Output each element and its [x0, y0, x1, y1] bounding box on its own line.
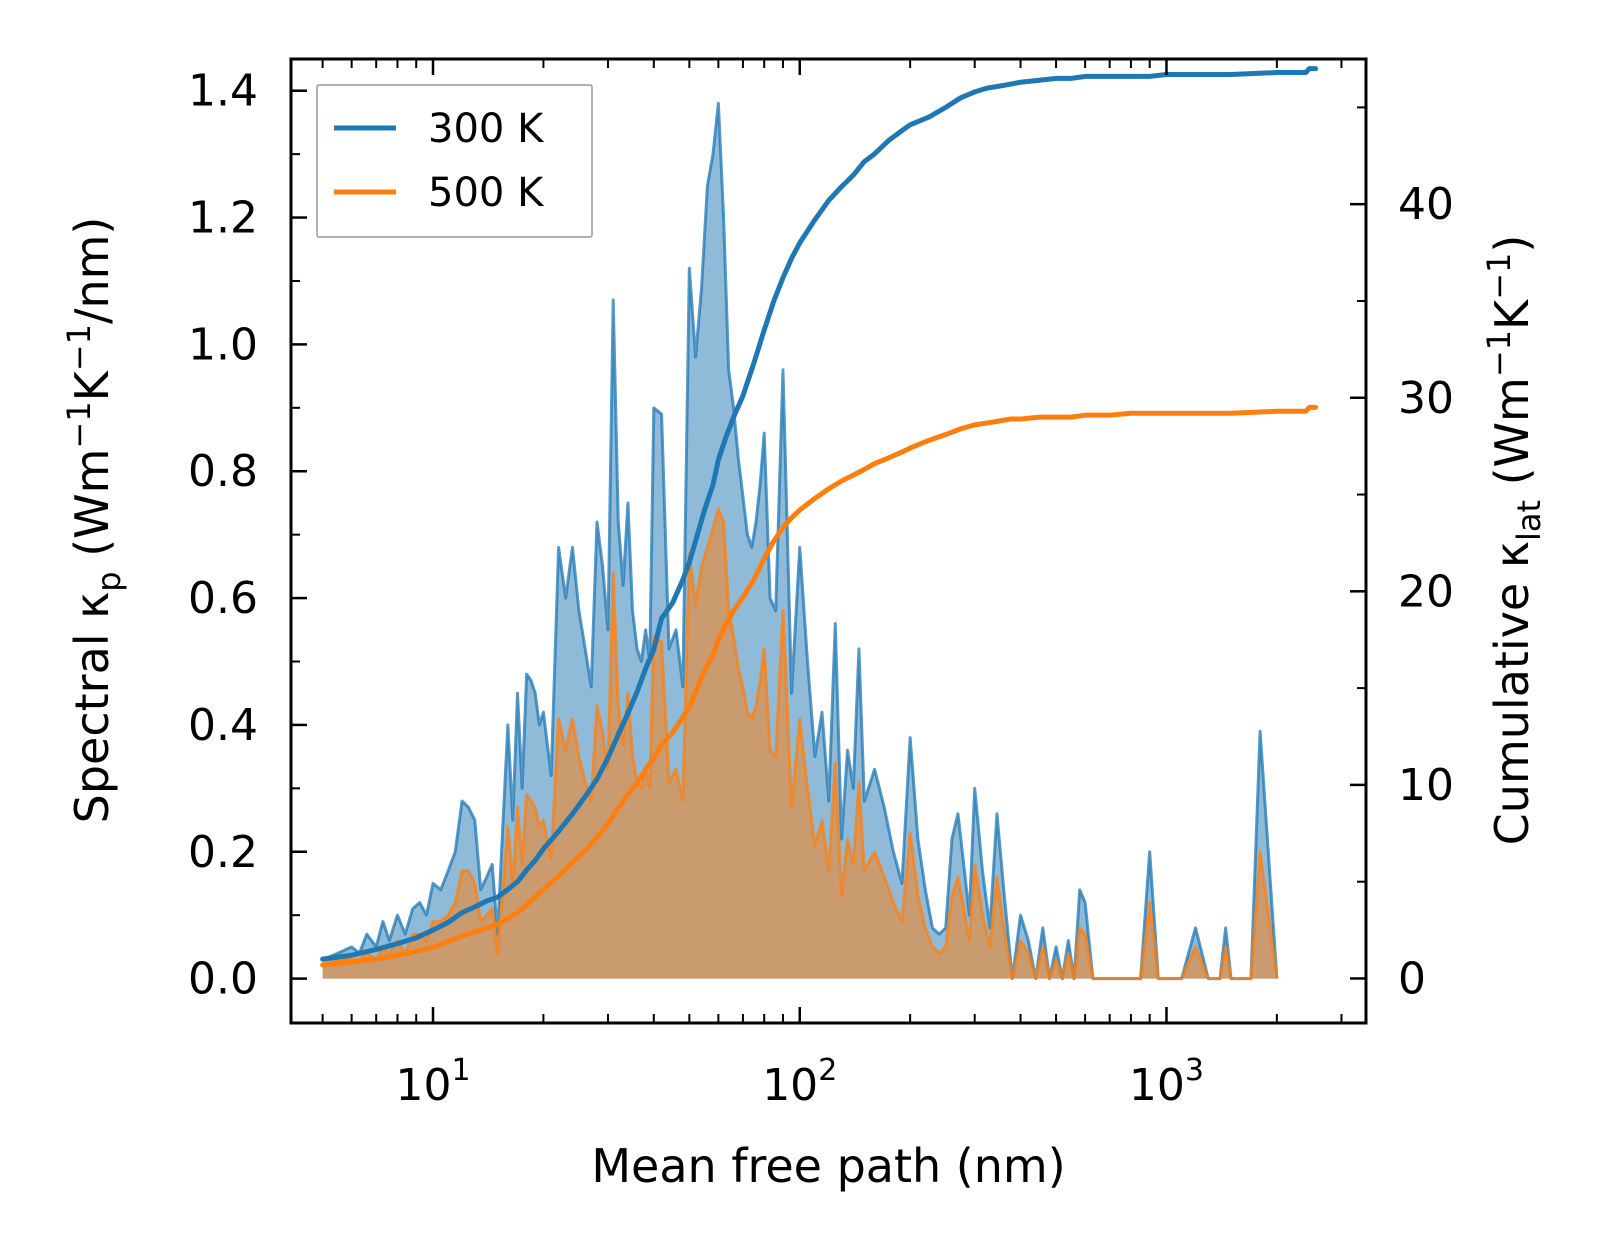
- y-right-tick-label: 20: [1398, 566, 1454, 617]
- cumulative-line-500k: [320, 404, 1319, 968]
- y-left-tick-label: 0.6: [188, 573, 258, 624]
- y-left-tick-label: 0.2: [188, 827, 258, 878]
- y-right-tick-label: 0: [1398, 953, 1426, 1004]
- x-tick-label: 101: [395, 1053, 470, 1111]
- spectral-fill-500k: [322, 509, 1277, 979]
- plot-frame: [289, 57, 1368, 1025]
- y-right-tick-label: 30: [1398, 373, 1454, 424]
- cumulative-line-300k: [320, 66, 1319, 962]
- y-left-axis-label: Spectral κp (Wm−1K−1/nm): [60, 217, 128, 824]
- y-left-tick-label: 1.4: [188, 66, 258, 117]
- x-axis-label: Mean free path (nm): [591, 1139, 1065, 1193]
- spectral-line-300k: [322, 101, 1279, 981]
- spectral-line-500k: [322, 507, 1279, 981]
- y-right-tick-label: 10: [1398, 760, 1454, 811]
- legend-label: 500 K: [428, 170, 545, 216]
- x-tick-label: 103: [1129, 1053, 1204, 1111]
- legend: 300 K 500 K: [316, 84, 593, 238]
- y-left-tick-label: 1.0: [188, 319, 258, 370]
- legend-label: 300 K: [428, 106, 545, 152]
- y-left-tick-label: 0.4: [188, 700, 258, 751]
- y-right-tick-label: 40: [1398, 179, 1454, 230]
- x-tick-label: 102: [762, 1053, 837, 1111]
- legend-box: [316, 84, 593, 238]
- y-left-tick-label: 0.0: [188, 954, 258, 1005]
- y-right-axis-label: Cumulative κlat (Wm−1K−1): [1480, 235, 1548, 846]
- y-left-tick-label: 0.8: [188, 446, 258, 497]
- y-left-tick-label: 1.2: [188, 193, 258, 244]
